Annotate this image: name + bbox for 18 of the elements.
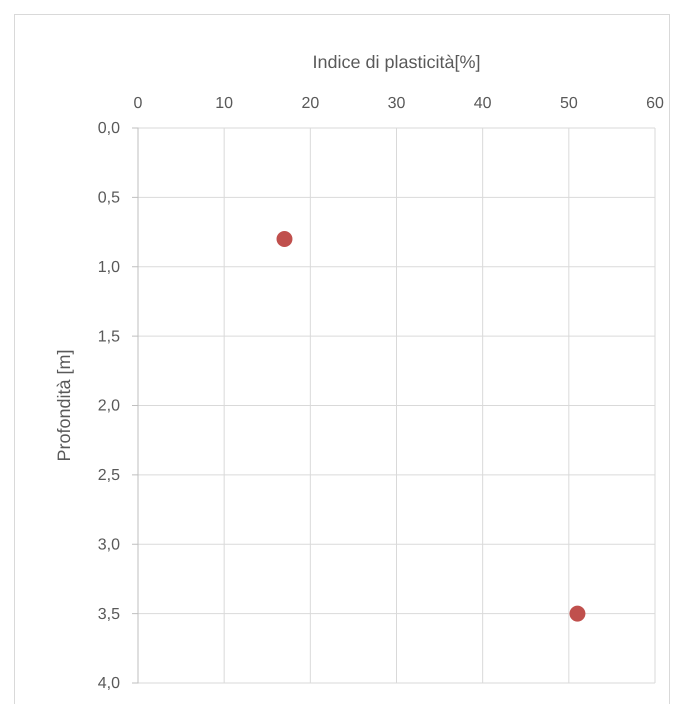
x-tick-label: 50 <box>560 95 578 112</box>
y-tick-label: 3,5 <box>98 606 120 623</box>
y-tick-label: 4,0 <box>98 675 120 692</box>
y-tick-label: 2,5 <box>98 466 120 484</box>
x-tick-label: 60 <box>646 95 664 112</box>
x-tick-label: 0 <box>134 95 143 112</box>
x-tick-label: 10 <box>215 95 234 112</box>
x-tick-label: 30 <box>388 95 406 112</box>
y-tick-label: 0,0 <box>98 120 120 138</box>
x-tick-label: 40 <box>474 95 492 112</box>
y-tick-label: 0,5 <box>98 189 120 206</box>
x-tick-label: 20 <box>301 95 320 112</box>
y-tick-label: 1,0 <box>98 258 120 276</box>
x-axis-title: Indice di plasticità[%] <box>312 52 481 72</box>
y-tick-label: 3,0 <box>98 536 120 554</box>
y-axis-title: Profondità [m] <box>54 349 74 462</box>
y-tick-label: 2,0 <box>98 398 120 415</box>
y-tick-label: 1,5 <box>98 328 120 346</box>
